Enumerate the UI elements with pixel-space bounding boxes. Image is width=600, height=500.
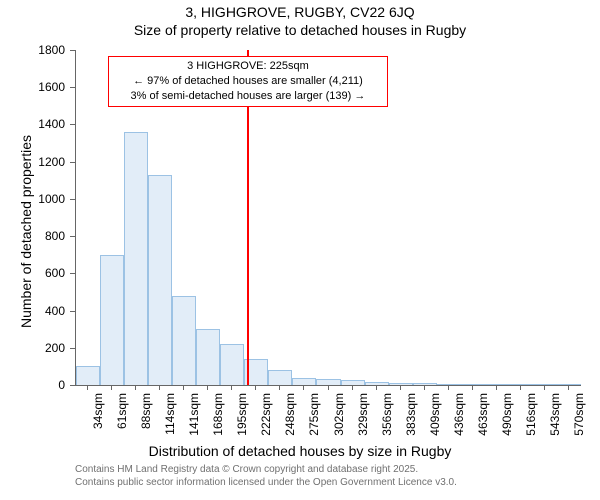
y-tick-mark [70, 124, 75, 125]
title-line-2: Size of property relative to detached ho… [0, 22, 600, 38]
x-tick-label: 302sqm [332, 393, 346, 436]
y-tick-mark [70, 311, 75, 312]
x-tick-mark [207, 385, 208, 390]
x-tick-label: 463sqm [476, 393, 490, 436]
histogram-bar [292, 378, 316, 385]
histogram-bar [76, 366, 100, 385]
x-tick-label: 248sqm [283, 393, 297, 436]
x-tick-mark [135, 385, 136, 390]
x-tick-mark [472, 385, 473, 390]
x-tick-label: 222sqm [259, 393, 273, 436]
x-tick-mark [376, 385, 377, 390]
attribution-line-1: Contains HM Land Registry data © Crown c… [75, 463, 457, 476]
x-tick-label: 141sqm [187, 393, 201, 436]
x-tick-mark [303, 385, 304, 390]
x-tick-mark [255, 385, 256, 390]
x-tick-mark [568, 385, 569, 390]
callout-line: 3 HIGHGROVE: 225sqm [115, 59, 381, 74]
histogram-bar [220, 344, 244, 385]
y-tick-label: 1400 [0, 117, 65, 131]
y-tick-mark [70, 199, 75, 200]
y-tick-label: 200 [0, 341, 65, 355]
y-tick-mark [70, 273, 75, 274]
x-tick-label: 329sqm [356, 393, 370, 436]
x-tick-mark [111, 385, 112, 390]
y-tick-mark [70, 348, 75, 349]
histogram-bar [148, 175, 172, 385]
y-tick-label: 1600 [0, 80, 65, 94]
histogram-bar [172, 296, 196, 385]
y-tick-label: 1800 [0, 43, 65, 57]
histogram-bar [124, 132, 148, 385]
x-tick-label: 114sqm [163, 393, 177, 435]
chart-container: 3, HIGHGROVE, RUGBY, CV22 6JQ Size of pr… [0, 0, 600, 500]
y-tick-mark [70, 162, 75, 163]
x-tick-label: 490sqm [500, 393, 514, 436]
reference-callout: 3 HIGHGROVE: 225sqm← 97% of detached hou… [108, 56, 388, 107]
x-tick-label: 195sqm [235, 393, 249, 436]
x-tick-mark [520, 385, 521, 390]
x-tick-mark [424, 385, 425, 390]
x-tick-mark [279, 385, 280, 390]
x-tick-mark [496, 385, 497, 390]
x-tick-mark [328, 385, 329, 390]
x-tick-label: 61sqm [115, 393, 129, 429]
plot-area: 3 HIGHGROVE: 225sqm← 97% of detached hou… [75, 50, 581, 386]
x-tick-mark [352, 385, 353, 390]
callout-line: 3% of semi-detached houses are larger (1… [115, 89, 381, 104]
y-axis-label: Number of detached properties [18, 135, 34, 328]
x-tick-label: 409sqm [428, 393, 442, 436]
x-tick-label: 356sqm [380, 393, 394, 436]
callout-line: ← 97% of detached houses are smaller (4,… [115, 74, 381, 89]
attribution-text: Contains HM Land Registry data © Crown c… [75, 463, 457, 489]
y-tick-mark [70, 385, 75, 386]
y-tick-mark [70, 87, 75, 88]
x-tick-label: 436sqm [452, 393, 466, 436]
x-tick-mark [159, 385, 160, 390]
x-tick-label: 275sqm [307, 393, 321, 436]
histogram-bar [100, 255, 124, 385]
x-tick-label: 34sqm [91, 393, 105, 429]
x-tick-label: 543sqm [548, 393, 562, 436]
x-tick-label: 88sqm [139, 393, 153, 429]
x-tick-label: 168sqm [211, 393, 225, 436]
y-tick-mark [70, 50, 75, 51]
x-axis-label: Distribution of detached houses by size … [0, 443, 600, 459]
title-line-1: 3, HIGHGROVE, RUGBY, CV22 6JQ [0, 4, 600, 20]
y-tick-label: 0 [0, 378, 65, 392]
x-tick-label: 516sqm [524, 393, 538, 436]
x-tick-mark [400, 385, 401, 390]
histogram-bar [196, 329, 220, 385]
x-tick-mark [87, 385, 88, 390]
histogram-bar [268, 370, 292, 385]
x-tick-mark [231, 385, 232, 390]
attribution-line-2: Contains public sector information licen… [75, 476, 457, 489]
x-tick-mark [448, 385, 449, 390]
x-tick-mark [544, 385, 545, 390]
x-tick-label: 383sqm [404, 393, 418, 436]
x-tick-mark [183, 385, 184, 390]
y-tick-mark [70, 236, 75, 237]
x-tick-label: 570sqm [572, 393, 586, 436]
